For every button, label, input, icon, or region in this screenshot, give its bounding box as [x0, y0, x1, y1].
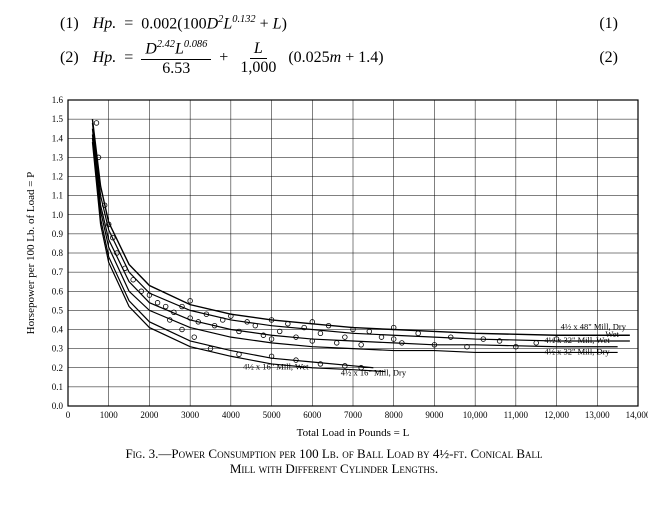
svg-text:0.0: 0.0	[52, 401, 64, 411]
caption-line1: Power Consumption per 100 Lb. of Ball Lo…	[171, 446, 542, 461]
svg-text:0.2: 0.2	[52, 362, 63, 372]
chart-figure-3: 0 1000 2000 3000 4000 5000 6000 7000 8000 9000 10,…	[20, 92, 648, 442]
svg-text:1.4: 1.4	[52, 133, 64, 143]
figure-caption: Fig. 3.—Power Consumption per 100 Lb. of…	[20, 446, 648, 477]
svg-text:4½ x 32" Mill, Wet: 4½ x 32" Mill, Wet	[544, 335, 610, 345]
svg-text:1.0: 1.0	[52, 209, 64, 219]
eq2-tail: (0.025m + 1.4)	[288, 49, 383, 67]
svg-text:0.8: 0.8	[52, 248, 64, 258]
svg-text:0.5: 0.5	[52, 305, 64, 315]
eq2-right-marker: (2)	[599, 49, 648, 67]
eq1-lhs: Hp.	[93, 15, 117, 33]
equals-sign-2: =	[124, 49, 133, 67]
svg-text:1.3: 1.3	[52, 152, 64, 162]
svg-text:0.3: 0.3	[52, 343, 64, 353]
svg-text:0.9: 0.9	[52, 229, 64, 239]
equals-sign: =	[124, 15, 133, 33]
svg-text:1.6: 1.6	[52, 95, 64, 105]
svg-text:1.2: 1.2	[52, 171, 63, 181]
eq1-rhs: 0.002(100D2L0.132 + L)	[141, 14, 287, 33]
eq1-left-marker: (1)	[60, 15, 79, 33]
eq2-frac-b: L 1,000	[236, 40, 280, 77]
equation-2: (2) Hp. = D2.42L0.086 6.53 + L 1,000 (0.…	[20, 39, 648, 77]
svg-text:0.1: 0.1	[52, 382, 63, 392]
svg-text:4½ x 32" Mill, Dry: 4½ x 32" Mill, Dry	[544, 346, 610, 356]
svg-text:11,000: 11,000	[504, 410, 529, 420]
plus-sign: +	[219, 49, 228, 67]
chart-svg: 0 1000 2000 3000 4000 5000 6000 7000 8000 9000 10,…	[20, 92, 648, 442]
svg-text:9000: 9000	[425, 410, 444, 420]
eq2-lhs: Hp.	[93, 49, 117, 67]
svg-text:10,000: 10,000	[463, 410, 488, 420]
svg-text:2000: 2000	[140, 410, 159, 420]
svg-text:3000: 3000	[181, 410, 200, 420]
svg-text:0: 0	[66, 410, 71, 420]
svg-text:14,000: 14,000	[626, 410, 648, 420]
eq1-right-marker: (1)	[599, 15, 648, 33]
svg-text:8000: 8000	[385, 410, 404, 420]
svg-text:4½ x 16" Mill, Dry: 4½ x 16" Mill, Dry	[341, 367, 407, 377]
svg-text:1.1: 1.1	[52, 190, 63, 200]
svg-text:0.7: 0.7	[52, 267, 64, 277]
svg-text:13,000: 13,000	[585, 410, 610, 420]
equation-1: (1) Hp. = 0.002(100D2L0.132 + L) (1)	[20, 14, 648, 33]
svg-text:0.6: 0.6	[52, 286, 64, 296]
eq2-left-marker: (2)	[60, 49, 79, 67]
svg-text:4½ x 16" Mill, Wet: 4½ x 16" Mill, Wet	[243, 361, 309, 371]
equation-2-body: (2) Hp. = D2.42L0.086 6.53 + L 1,000 (0.…	[20, 39, 384, 77]
svg-text:6000: 6000	[303, 410, 322, 420]
svg-text:1000: 1000	[100, 410, 119, 420]
svg-text:7000: 7000	[344, 410, 363, 420]
svg-text:0.4: 0.4	[52, 324, 64, 334]
svg-text:Total Load in Pounds = L: Total Load in Pounds = L	[297, 427, 410, 439]
equation-1-body: (1) Hp. = 0.002(100D2L0.132 + L)	[20, 14, 287, 33]
svg-text:4000: 4000	[222, 410, 241, 420]
caption-label: Fig. 3.—	[125, 446, 171, 461]
svg-text:5000: 5000	[263, 410, 282, 420]
caption-line2: Mill with Different Cylinder Lengths.	[20, 461, 648, 477]
svg-text:12,000: 12,000	[544, 410, 569, 420]
svg-text:1.5: 1.5	[52, 114, 64, 124]
svg-text:Horsepower per 100 Lb. of Load: Horsepower per 100 Lb. of Load = P	[25, 171, 37, 334]
eq2-frac-a: D2.42L0.086 6.53	[141, 39, 211, 77]
